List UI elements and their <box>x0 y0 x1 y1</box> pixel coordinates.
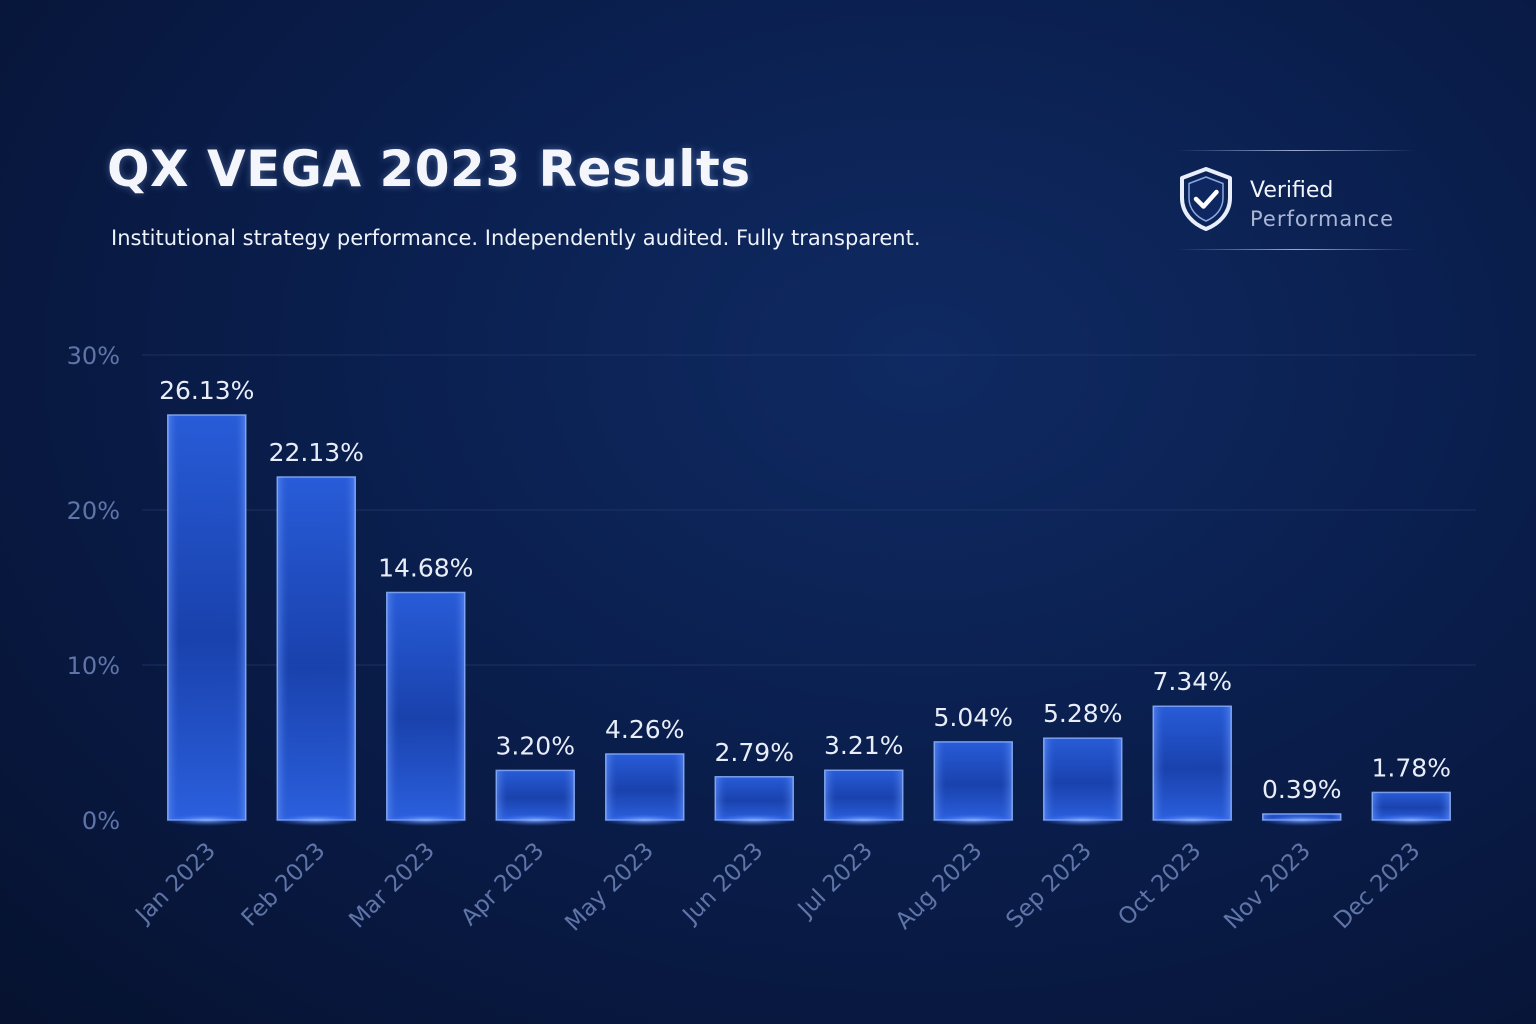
bar-value-label: 7.34% <box>1153 667 1232 696</box>
badge-line1: Verified <box>1250 178 1334 203</box>
bar-base-glow <box>601 814 688 826</box>
bar <box>1368 790 1455 826</box>
x-tick-label: Jun 2023 <box>677 838 769 930</box>
y-tick-label: 10% <box>67 652 120 680</box>
bar-base-glow <box>711 814 798 826</box>
x-tick-label: Feb 2023 <box>237 838 331 932</box>
bar-value-label: 5.04% <box>934 703 1013 732</box>
x-tick-label: Mar 2023 <box>344 838 440 934</box>
x-tick-label: Jul 2023 <box>792 838 878 924</box>
page-title: QX VEGA 2023 Results <box>107 140 751 198</box>
x-tick-label: Oct 2023 <box>1113 838 1206 931</box>
bar-value-label: 5.28% <box>1043 699 1122 728</box>
bar <box>492 768 579 826</box>
bar-base-glow <box>273 814 360 826</box>
bar-base-glow <box>382 814 469 826</box>
bar <box>163 413 250 826</box>
bar-value-label: 14.68% <box>378 553 473 582</box>
bar-value-label: 22.13% <box>269 438 364 467</box>
x-tick-label: Jan 2023 <box>130 838 221 929</box>
bar-value-label: 4.26% <box>605 715 684 744</box>
bar-base-glow <box>1039 814 1126 826</box>
x-tick-label: May 2023 <box>560 838 659 937</box>
bar <box>273 475 360 826</box>
badge-line2: Performance <box>1250 207 1395 231</box>
x-tick-label: Dec 2023 <box>1329 838 1425 934</box>
y-tick-label: 20% <box>67 497 120 525</box>
page-subtitle: Institutional strategy performance. Inde… <box>111 226 921 250</box>
x-tick-label: Apr 2023 <box>456 838 549 931</box>
bar-value-label: 26.13% <box>159 376 254 405</box>
y-tick-label: 0% <box>82 807 120 835</box>
bar <box>382 590 469 826</box>
bar <box>1258 812 1345 826</box>
x-tick-label: Aug 2023 <box>891 838 988 935</box>
bar-value-label: 3.21% <box>824 731 903 760</box>
bar-base-glow <box>820 814 907 826</box>
bar <box>930 740 1017 826</box>
bar-base-glow <box>1149 814 1236 826</box>
badge-top-divider <box>1176 150 1416 151</box>
x-tick-label: Nov 2023 <box>1219 838 1316 935</box>
verified-badge: Verified Performance <box>1176 150 1416 252</box>
bar <box>820 768 907 826</box>
bar <box>601 752 688 826</box>
badge-bottom-divider <box>1176 249 1416 250</box>
bar <box>1149 704 1236 826</box>
bar-value-label: 3.20% <box>496 731 575 760</box>
bar-base-glow <box>930 814 1017 826</box>
bar-base-glow <box>1258 814 1345 826</box>
bar-value-label: 1.78% <box>1372 753 1451 782</box>
shield-check-icon <box>1180 167 1232 231</box>
y-tick-label: 30% <box>67 342 120 370</box>
bar-base-glow <box>1368 814 1455 826</box>
x-tick-label: Sep 2023 <box>1001 838 1097 934</box>
bar <box>1039 736 1126 826</box>
bar <box>711 775 798 826</box>
bar-value-label: 0.39% <box>1262 775 1341 804</box>
bar-base-glow <box>163 814 250 826</box>
bar-value-label: 2.79% <box>715 738 794 767</box>
bar-base-glow <box>492 814 579 826</box>
